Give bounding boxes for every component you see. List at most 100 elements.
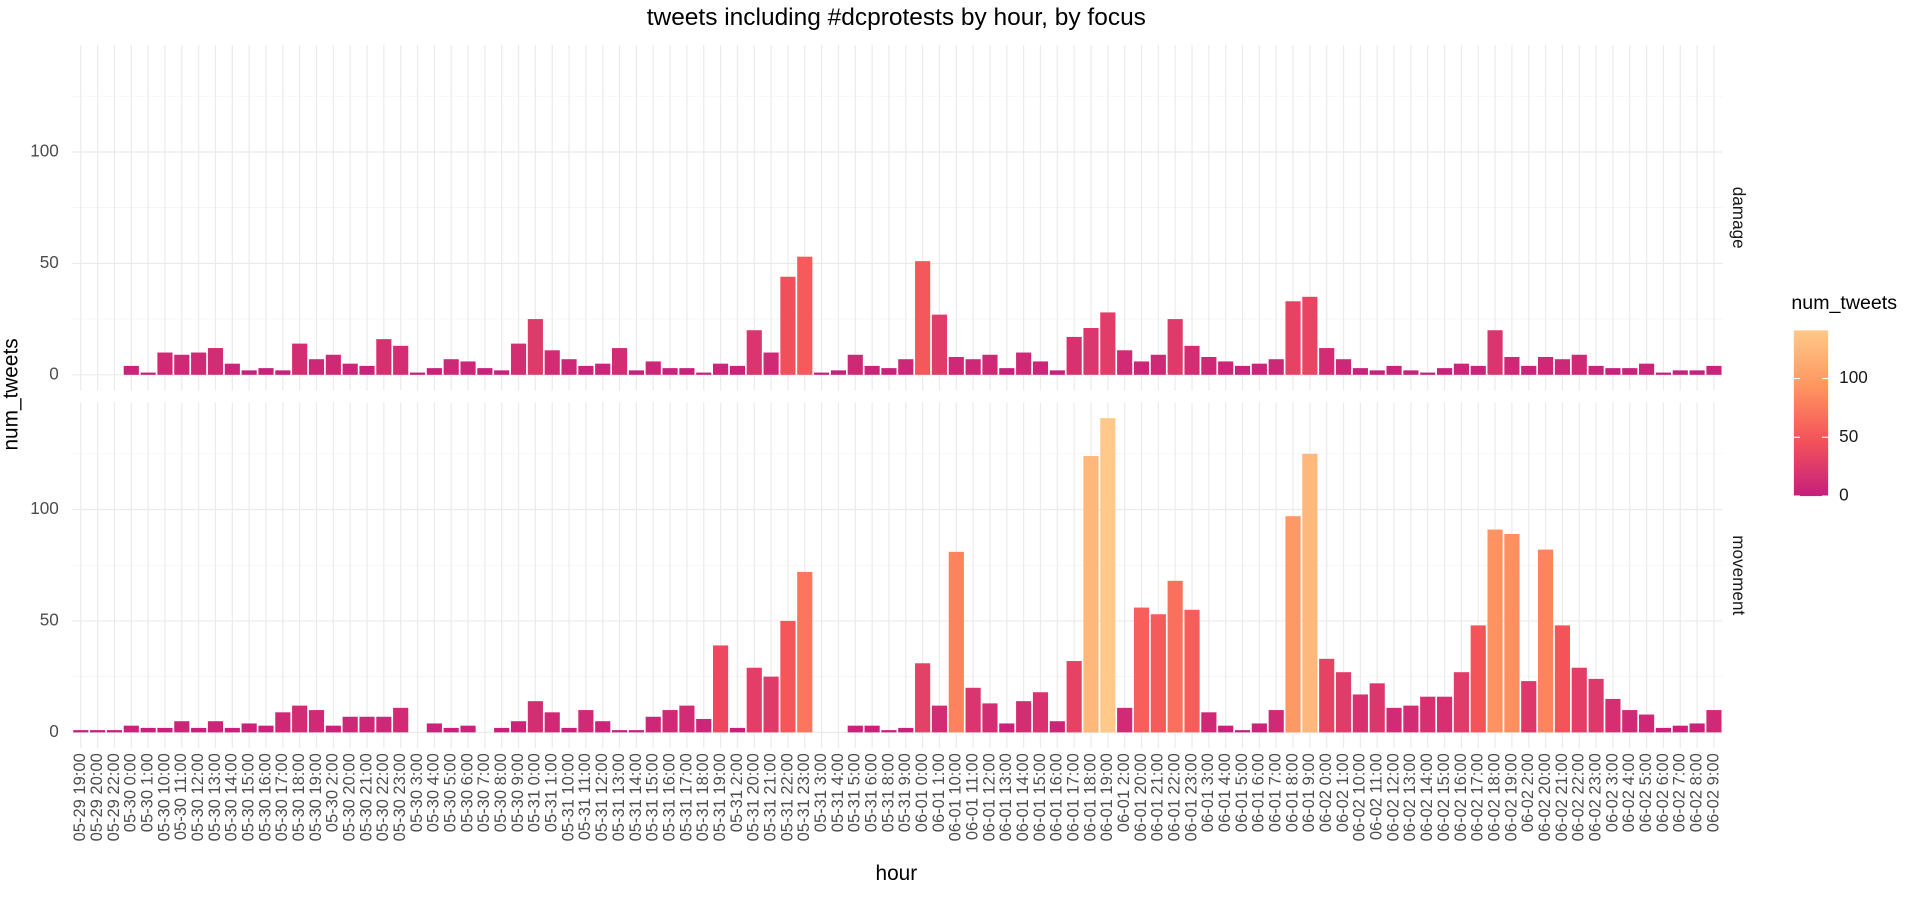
bar: [628, 370, 644, 375]
x-tick-label: 06-01 19:00: [1097, 753, 1116, 841]
bar: [1302, 296, 1318, 375]
bar: [729, 365, 745, 375]
bar: [1234, 365, 1251, 375]
bar: [1184, 345, 1200, 375]
bar: [1302, 453, 1318, 733]
bar: [494, 727, 510, 733]
x-tick-label: 06-02 18:00: [1484, 753, 1503, 841]
bar: [864, 725, 880, 733]
x-tick-label: 06-02 1:00: [1333, 753, 1352, 832]
bar: [931, 314, 948, 375]
bar: [207, 721, 224, 733]
bar: [1689, 723, 1705, 733]
bar: [1571, 667, 1587, 733]
bar: [325, 725, 341, 733]
x-tick-label: 05-30 15:00: [239, 753, 258, 841]
x-tick-label: 06-02 12:00: [1383, 753, 1402, 841]
bar: [1386, 365, 1402, 375]
bar: [881, 730, 897, 733]
x-tick-label: 05-30 3:00: [407, 753, 426, 832]
x-tick-label: 06-01 14:00: [1013, 753, 1032, 841]
x-tick-label: 05-31 12:00: [592, 753, 611, 841]
bar: [90, 730, 106, 733]
bar: [140, 727, 156, 733]
bar: [157, 352, 173, 375]
bar: [1352, 694, 1368, 733]
bar: [494, 370, 510, 375]
x-tick-label: 06-01 16:00: [1047, 753, 1066, 841]
bar: [123, 725, 139, 733]
bar: [1588, 365, 1604, 375]
x-tick-label: 06-01 6:00: [1249, 753, 1268, 832]
x-tick-label: 06-02 16:00: [1451, 753, 1470, 841]
x-tick-label: 05-31 9:00: [895, 753, 914, 832]
bar: [1335, 359, 1352, 375]
bar: [174, 354, 190, 375]
x-tick-label: 06-01 18:00: [1080, 753, 1099, 841]
x-tick-label: 05-30 12:00: [188, 753, 207, 841]
x-tick-label: 06-02 6:00: [1653, 753, 1672, 832]
x-tick-label: 06-01 4:00: [1215, 753, 1234, 832]
bar: [662, 368, 678, 375]
bar: [1335, 672, 1352, 733]
bar: [1470, 365, 1486, 375]
bar: [1622, 368, 1638, 375]
bar: [847, 354, 863, 375]
x-tick-label: 06-01 13:00: [996, 753, 1015, 841]
x-tick-label: 05-31 6:00: [861, 753, 880, 832]
x-tick-label: 06-01 9:00: [1299, 753, 1318, 832]
x-tick-label: 05-31 11:00: [575, 753, 594, 840]
bar: [460, 361, 476, 375]
bar: [948, 356, 964, 375]
bar: [763, 352, 779, 375]
bar: [1605, 368, 1621, 375]
x-tick-label: 05-31 22:00: [777, 753, 796, 841]
x-tick-label: 05-29 19:00: [70, 753, 89, 841]
bar: [1167, 319, 1183, 375]
bar: [1639, 363, 1655, 375]
bar: [931, 705, 948, 733]
bar: [1133, 361, 1150, 375]
bar: [308, 710, 325, 733]
bar: [1285, 301, 1301, 375]
x-tick-label: 05-31 20:00: [744, 753, 763, 841]
bar: [258, 725, 274, 733]
x-tick-label: 05-31 0:00: [525, 753, 544, 832]
bar: [258, 368, 274, 375]
x-tick-label: 05-30 18:00: [289, 753, 308, 841]
bar: [679, 368, 695, 375]
x-tick-label: 06-02 19:00: [1501, 753, 1520, 841]
x-tick-label: 05-30 2:00: [323, 753, 342, 832]
bar: [797, 256, 813, 375]
bar: [864, 365, 880, 375]
x-tick-label: 05-31 23:00: [794, 753, 813, 841]
bar: [325, 354, 341, 375]
x-tick-label: 05-30 19:00: [306, 753, 325, 841]
x-tick-label: 06-02 8:00: [1686, 753, 1705, 832]
bar: [1083, 328, 1099, 375]
bar: [1049, 370, 1065, 375]
x-tick-label: 06-01 12:00: [979, 753, 998, 841]
bar: [1319, 348, 1335, 375]
bar: [1251, 363, 1267, 375]
x-tick-label: 05-30 22:00: [373, 753, 392, 841]
bar: [729, 727, 745, 733]
x-tick-label: 06-01 21:00: [1148, 753, 1167, 841]
x-tick-label: 05-30 14:00: [222, 753, 241, 841]
chart-title: tweets including #dcprotests by hour, by…: [647, 4, 1146, 31]
bar: [224, 727, 240, 733]
x-tick-label: 06-01 11:00: [962, 753, 981, 840]
bar: [224, 363, 240, 375]
bar: [1655, 727, 1672, 733]
x-tick-label: 06-01 22:00: [1165, 753, 1184, 841]
bar: [1268, 710, 1284, 733]
bar: [898, 727, 914, 733]
bar: [611, 348, 628, 375]
bar: [1706, 710, 1722, 733]
x-tick-label: 06-01 3:00: [1198, 753, 1217, 832]
x-tick-label: 05-30 23:00: [390, 753, 409, 841]
x-tick-label: 06-02 9:00: [1703, 753, 1722, 832]
bar: [376, 339, 392, 375]
